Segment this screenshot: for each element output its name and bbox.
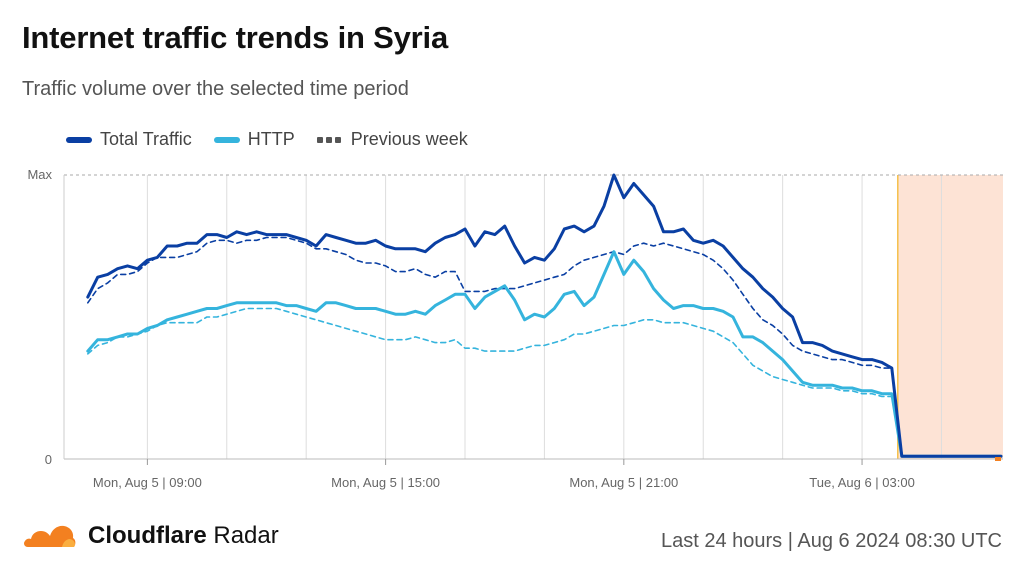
x-tick-label: Mon, Aug 5 | 21:00 (569, 475, 678, 490)
footer-separator: | (787, 530, 793, 552)
end-marker (995, 457, 1001, 461)
legend-swatch-previous-week (316, 136, 343, 143)
footer-timestamp: Aug 6 2024 08:30 UTC (797, 530, 1002, 552)
footer-period: Last 24 hours (660, 530, 783, 552)
footer-info: Last 24 hours | Aug 6 2024 08:30 UTC (661, 530, 1002, 553)
legend-item-http[interactable]: HTTP (213, 129, 295, 150)
series-line-total-traffic (86, 173, 1003, 458)
legend-label-previous-week: Previous week (350, 129, 468, 149)
chart-subtitle: Traffic volume over the selected time pe… (22, 78, 409, 100)
brand-name-regular: Radar (213, 522, 279, 549)
series-line-previous-week-total (87, 236, 1002, 457)
legend-item-previous-week[interactable]: Previous week (316, 129, 468, 150)
series-line-http (86, 250, 1003, 458)
legend-label-http: HTTP (247, 129, 295, 149)
legend-item-total[interactable]: Total Traffic (66, 129, 192, 150)
legend-swatch-total (66, 136, 92, 143)
brand-name-bold: Cloudflare (88, 522, 207, 549)
cloudflare-logo-icon (22, 525, 76, 549)
x-tick-label: Mon, Aug 5 | 09:00 (93, 475, 202, 490)
y-tick-label-zero: 0 (45, 452, 52, 467)
legend-label-total: Total Traffic (100, 129, 192, 149)
highlight-region (897, 175, 1003, 459)
series-line-previous-week-http (87, 307, 1002, 457)
y-tick-label-max: Max (27, 167, 52, 182)
legend: Total Traffic HTTP Previous week (66, 129, 468, 150)
legend-swatch-http (213, 136, 240, 143)
brand: Cloudflare Radar (22, 522, 279, 550)
x-tick-label: Tue, Aug 6 | 03:00 (809, 475, 915, 490)
x-tick-label: Mon, Aug 5 | 15:00 (331, 475, 440, 490)
chart-title: Internet traffic trends in Syria (22, 20, 448, 55)
